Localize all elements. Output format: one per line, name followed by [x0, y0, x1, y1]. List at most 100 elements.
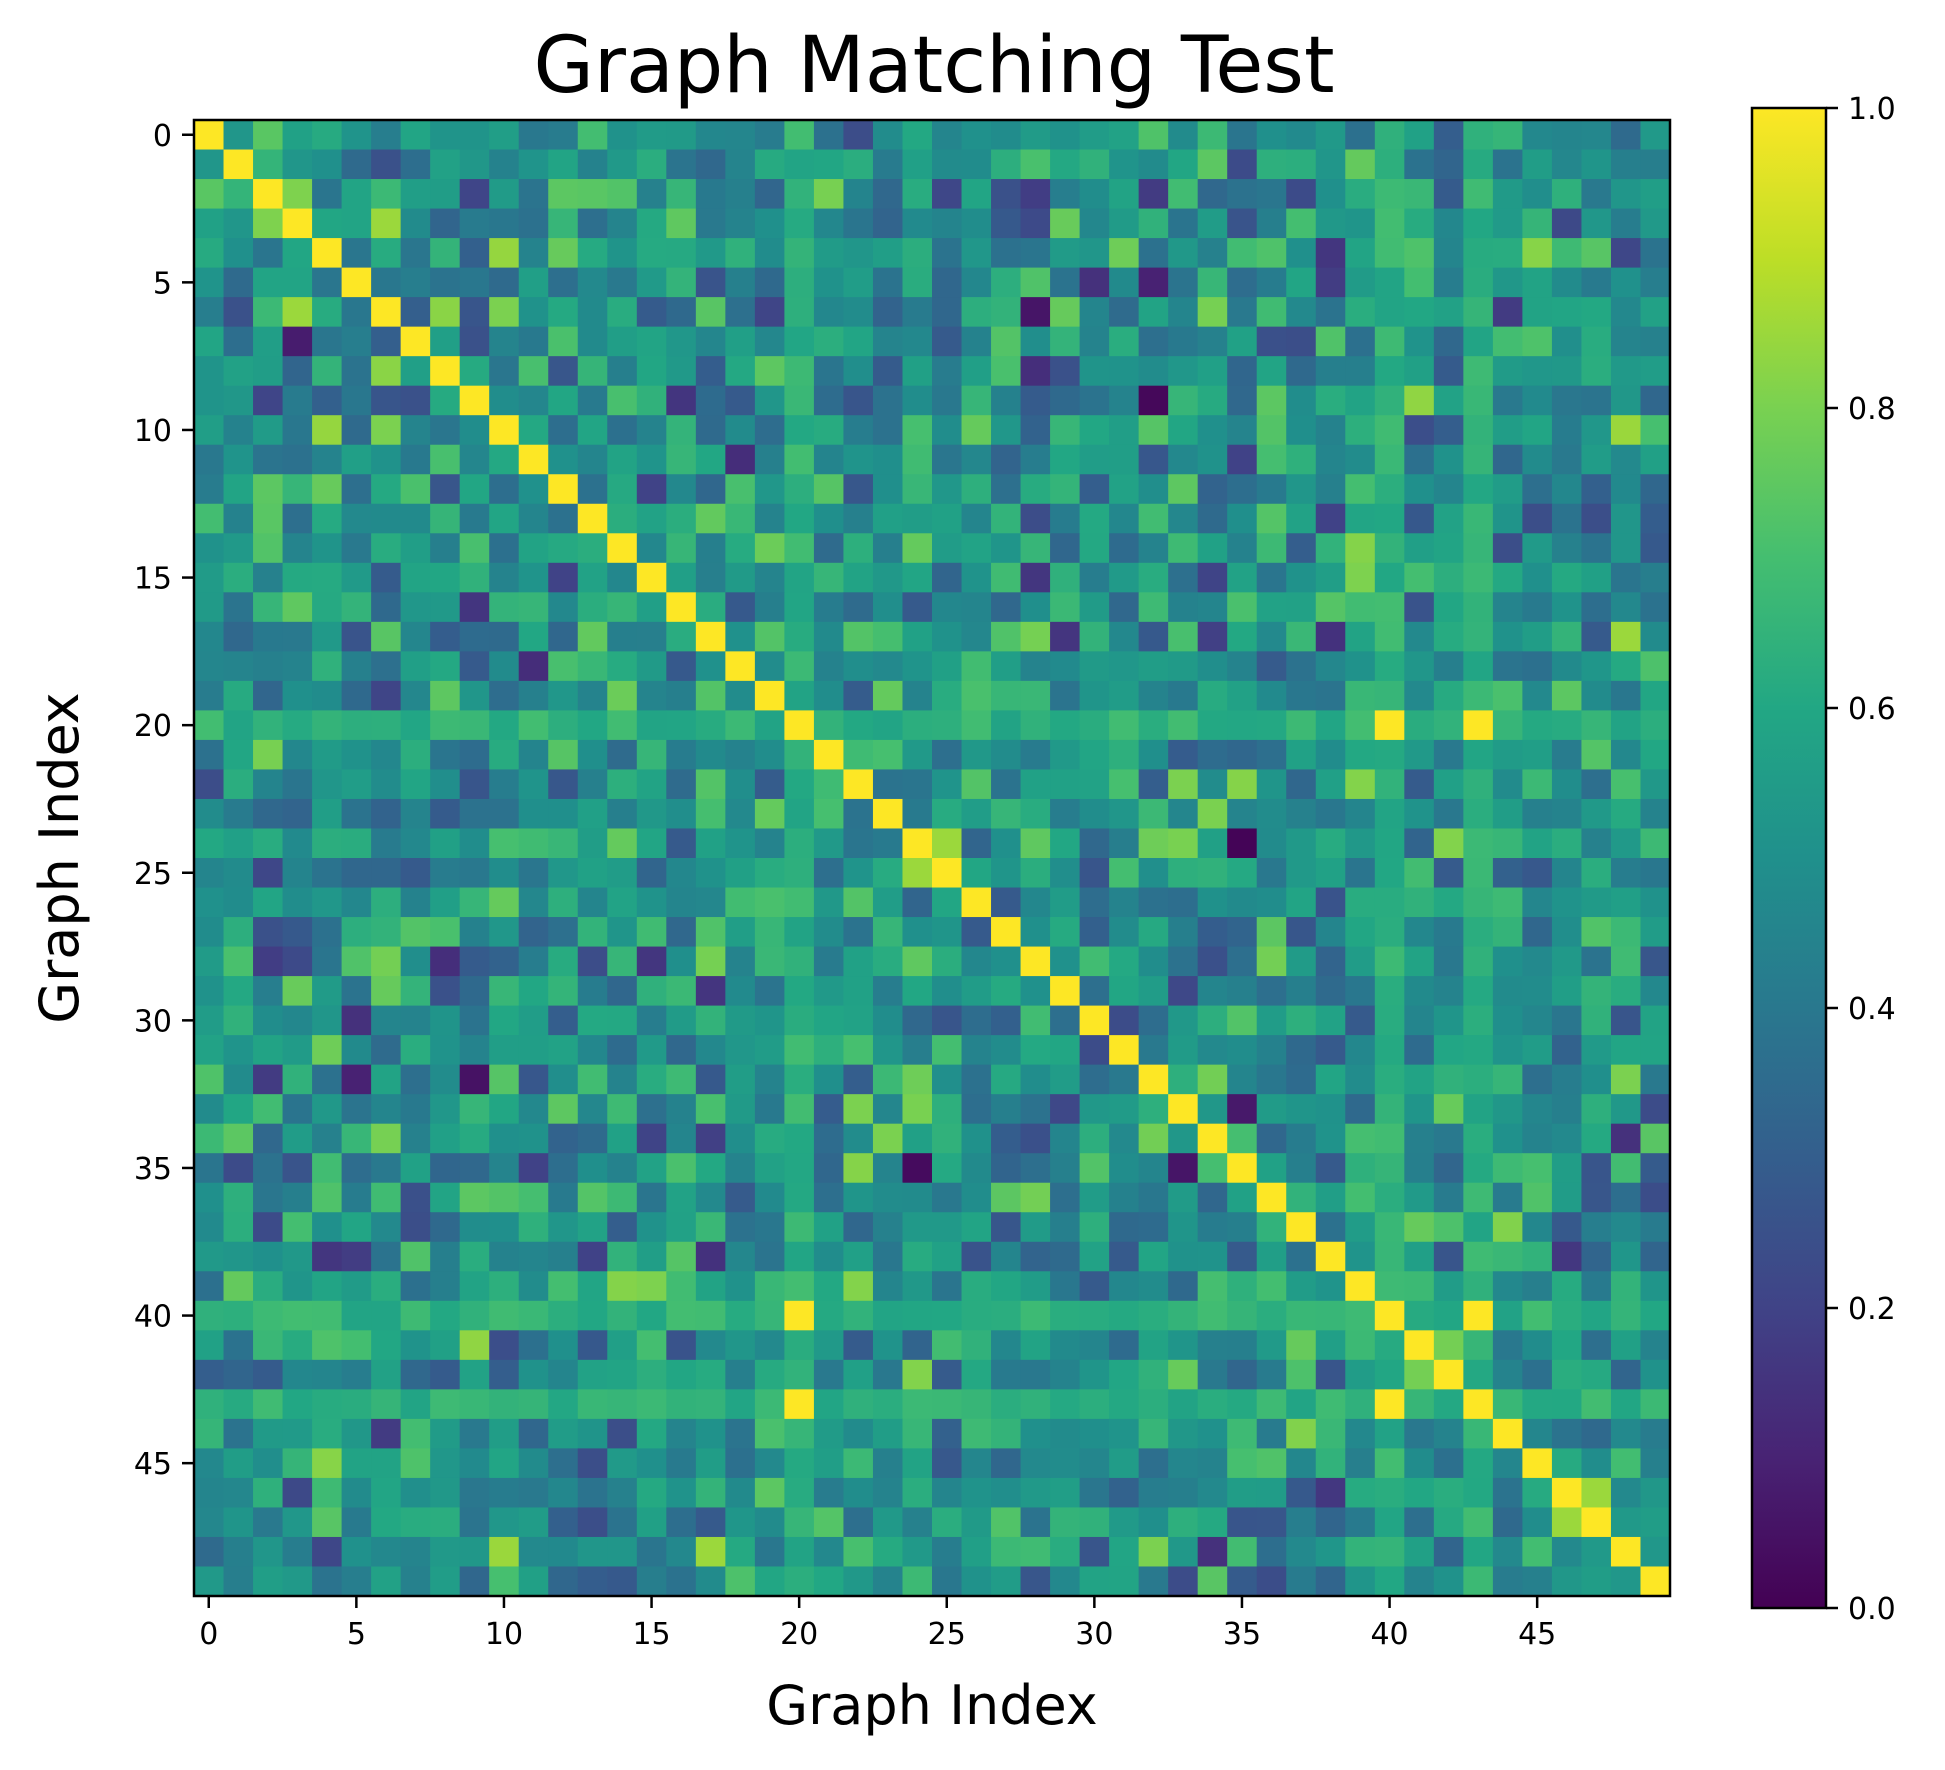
- heatmap-cell: [1345, 1005, 1376, 1036]
- heatmap-cell: [400, 1507, 431, 1538]
- heatmap-cell: [253, 208, 284, 239]
- heatmap-cell: [932, 326, 963, 357]
- heatmap-cell: [961, 739, 992, 771]
- heatmap-cell: [784, 828, 815, 859]
- heatmap-cell: [1374, 533, 1405, 564]
- heatmap-cell: [666, 858, 697, 889]
- heatmap-cell: [1227, 1035, 1258, 1066]
- heatmap-cell: [1227, 238, 1258, 269]
- heatmap-cell: [253, 1153, 284, 1184]
- heatmap-cell: [1256, 858, 1287, 889]
- heatmap-cell: [1492, 533, 1523, 564]
- heatmap-cell: [843, 1359, 874, 1390]
- heatmap-cell: [813, 858, 845, 889]
- heatmap-cell: [1197, 356, 1228, 387]
- heatmap-cell: [1138, 120, 1169, 151]
- heatmap-cell: [1050, 1094, 1081, 1125]
- heatmap-cell: [282, 917, 313, 948]
- heatmap-cell: [1286, 858, 1317, 889]
- heatmap-cell: [400, 680, 431, 711]
- heatmap-cell: [577, 503, 608, 534]
- heatmap-cell: [1286, 1477, 1317, 1509]
- heatmap-cell: [223, 946, 254, 977]
- heatmap-cell: [194, 149, 225, 180]
- heatmap-cell: [1315, 1182, 1346, 1213]
- heatmap-cell: [1227, 1123, 1258, 1154]
- heatmap-cell: [430, 533, 461, 564]
- heatmap-cell: [518, 120, 549, 151]
- heatmap-cell: [1227, 1507, 1258, 1538]
- heatmap-cell: [1256, 1182, 1287, 1213]
- heatmap-cell: [400, 769, 431, 800]
- heatmap-cell: [577, 179, 608, 210]
- heatmap-cell: [194, 1005, 225, 1036]
- heatmap-cell: [1345, 179, 1376, 210]
- heatmap-cell: [1492, 739, 1523, 771]
- heatmap-cell: [1079, 976, 1110, 1007]
- heatmap-cell: [1197, 1241, 1228, 1272]
- heatmap-cell: [1286, 887, 1317, 918]
- heatmap-cell: [577, 356, 608, 387]
- heatmap-cell: [518, 238, 549, 269]
- heatmap-cell: [1374, 917, 1405, 948]
- heatmap-cell: [1050, 1448, 1081, 1479]
- heatmap-cell: [1315, 1359, 1346, 1390]
- heatmap-cell: [548, 1123, 579, 1154]
- heatmap-cell: [784, 356, 815, 387]
- heatmap-cell: [489, 1241, 520, 1272]
- heatmap-cell: [754, 798, 785, 830]
- heatmap-cell: [666, 769, 697, 800]
- heatmap-cell: [607, 1448, 638, 1479]
- heatmap-cell: [1079, 917, 1110, 948]
- heatmap-cell: [371, 828, 402, 859]
- heatmap-cell: [371, 1448, 402, 1479]
- heatmap-cell: [725, 1035, 756, 1066]
- heatmap-cell: [1286, 149, 1317, 180]
- heatmap-cell: [400, 326, 431, 357]
- heatmap-cell: [1610, 1507, 1642, 1538]
- heatmap-cell: [1492, 1418, 1523, 1449]
- heatmap-cell: [1050, 651, 1081, 682]
- heatmap-cell: [1050, 887, 1081, 918]
- heatmap-cell: [341, 120, 372, 151]
- heatmap-cell: [991, 149, 1022, 180]
- heatmap-cell: [1640, 917, 1671, 948]
- heatmap-cell: [312, 1241, 343, 1272]
- heatmap-cell: [1315, 267, 1346, 298]
- heatmap-cell: [932, 297, 963, 328]
- heatmap-cell: [518, 1241, 549, 1272]
- heatmap-cell: [548, 798, 579, 830]
- heatmap-cell: [725, 769, 756, 800]
- heatmap-cell: [1404, 828, 1435, 859]
- heatmap-cell: [1492, 887, 1523, 918]
- heatmap-cell: [1315, 533, 1346, 564]
- y-tick-label: 45: [134, 1447, 172, 1482]
- heatmap-cell: [223, 533, 254, 564]
- heatmap-cell: [636, 1064, 667, 1095]
- heatmap-cell: [253, 1035, 284, 1066]
- heatmap-cell: [961, 503, 992, 534]
- heatmap-cell: [1227, 503, 1258, 534]
- heatmap-cell: [282, 1005, 313, 1036]
- heatmap-cell: [1581, 149, 1612, 180]
- heatmap-cell: [253, 238, 284, 269]
- heatmap-cell: [636, 415, 667, 446]
- heatmap-cell: [1551, 1271, 1583, 1302]
- heatmap-cell: [1433, 1300, 1464, 1331]
- y-tick-label: 0: [153, 119, 172, 154]
- heatmap-cell: [843, 739, 874, 771]
- heatmap-cell: [518, 1182, 549, 1213]
- heatmap-cell: [932, 1418, 963, 1449]
- heatmap-cell: [1374, 1448, 1405, 1479]
- heatmap-cell: [1256, 326, 1287, 357]
- heatmap-cell: [282, 1359, 313, 1390]
- heatmap-cell: [253, 710, 284, 741]
- heatmap-cell: [843, 1212, 874, 1243]
- heatmap-cell: [1050, 1507, 1081, 1538]
- heatmap-cell: [1197, 1359, 1228, 1390]
- heatmap-cell: [518, 503, 549, 534]
- heatmap-cell: [754, 651, 785, 682]
- heatmap-cell: [1581, 385, 1612, 416]
- heatmap-cell: [1345, 651, 1376, 682]
- heatmap-cell: [1227, 562, 1258, 593]
